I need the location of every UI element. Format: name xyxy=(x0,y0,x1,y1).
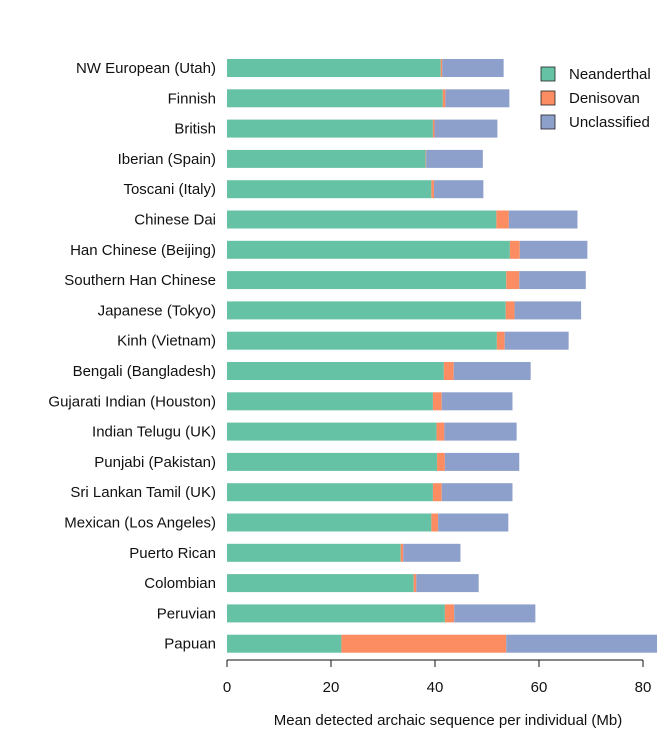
bar-neanderthal-6 xyxy=(227,240,510,259)
bar-denisovan-6 xyxy=(509,240,520,259)
category-label: Papuan xyxy=(164,636,216,653)
category-label: NW European (Utah) xyxy=(76,60,216,77)
bar-denisovan-13 xyxy=(437,452,445,471)
legend: Neanderthal Denisovan Unclassified xyxy=(540,66,651,131)
bar-neanderthal-11 xyxy=(227,392,433,411)
bar-unclassified-18 xyxy=(454,604,536,623)
bar-unclassified-8 xyxy=(514,301,582,320)
x-axis-label: Mean detected archaic sequence per indiv… xyxy=(274,712,623,729)
category-label: British xyxy=(174,121,216,138)
bar-denisovan-5 xyxy=(496,210,509,229)
bar-neanderthal-16 xyxy=(227,543,401,562)
x-tick-label: 0 xyxy=(223,679,231,696)
bar-unclassified-14 xyxy=(441,483,513,502)
bar-denisovan-16 xyxy=(400,543,404,562)
bar-neanderthal-3 xyxy=(227,149,426,168)
bar-neanderthal-9 xyxy=(227,331,497,350)
bar-unclassified-0 xyxy=(442,59,504,77)
bar-denisovan-17 xyxy=(413,574,417,593)
category-label: Toscani (Italy) xyxy=(123,181,216,198)
x-tick-label: 20 xyxy=(323,679,340,696)
bar-neanderthal-4 xyxy=(227,180,432,199)
category-label: Finnish xyxy=(168,90,216,107)
bar-unclassified-17 xyxy=(416,574,479,593)
bar-neanderthal-17 xyxy=(227,574,414,593)
bar-denisovan-12 xyxy=(436,422,445,441)
bar-unclassified-7 xyxy=(519,271,586,290)
bar-denisovan-0 xyxy=(440,59,443,77)
bar-segments xyxy=(227,59,658,653)
bar-neanderthal-1 xyxy=(227,89,443,108)
bar-neanderthal-19 xyxy=(227,634,342,653)
bar-denisovan-4 xyxy=(431,180,434,199)
legend-swatch-denisovan xyxy=(540,90,556,106)
category-label: Punjabi (Pakistan) xyxy=(94,454,216,471)
bar-neanderthal-13 xyxy=(227,452,438,471)
bar-neanderthal-5 xyxy=(227,210,497,229)
category-label: Mexican (Los Angeles) xyxy=(64,515,216,532)
bar-denisovan-10 xyxy=(443,362,454,380)
x-axis: 0 20 40 60 80 xyxy=(223,659,652,696)
category-label: Gujarati Indian (Houston) xyxy=(48,393,216,410)
category-label: Sri Lankan Tamil (UK) xyxy=(70,484,216,501)
bar-neanderthal-14 xyxy=(227,483,433,502)
bar-denisovan-15 xyxy=(431,513,439,532)
bar-denisovan-7 xyxy=(506,271,520,290)
x-tick-label: 60 xyxy=(531,679,548,696)
category-labels: NW European (Utah) Finnish British Iberian … xyxy=(48,60,216,653)
bar-neanderthal-7 xyxy=(227,271,507,290)
bar-denisovan-14 xyxy=(432,483,442,502)
x-tick-label: 80 xyxy=(635,679,652,696)
bar-denisovan-11 xyxy=(432,392,442,411)
bar-unclassified-13 xyxy=(444,452,520,471)
bar-unclassified-3 xyxy=(426,149,483,168)
category-label: Kinh (Vietnam) xyxy=(117,333,216,350)
bar-unclassified-15 xyxy=(438,513,509,532)
bar-denisovan-2 xyxy=(432,119,435,138)
category-label: Bengali (Bangladesh) xyxy=(73,363,216,380)
bar-denisovan-19 xyxy=(341,634,507,653)
bar-neanderthal-12 xyxy=(227,422,437,441)
bar-neanderthal-10 xyxy=(227,362,444,380)
bar-neanderthal-15 xyxy=(227,513,432,532)
category-label: Southern Han Chinese xyxy=(64,272,216,289)
bar-unclassified-16 xyxy=(403,543,461,562)
legend-label-unclassified: Unclassified xyxy=(569,114,650,131)
legend-label-neanderthal: Neanderthal xyxy=(569,66,651,83)
bar-denisovan-1 xyxy=(442,89,446,108)
legend-swatch-unclassified xyxy=(540,114,556,130)
bar-neanderthal-18 xyxy=(227,604,445,623)
bar-unclassified-12 xyxy=(444,422,517,441)
bar-denisovan-3 xyxy=(425,149,427,168)
bar-neanderthal-2 xyxy=(227,119,433,138)
category-label: Han Chinese (Beijing) xyxy=(70,242,216,259)
bar-denisovan-18 xyxy=(444,604,455,623)
x-tick-label: 40 xyxy=(427,679,444,696)
category-label: Chinese Dai xyxy=(134,212,216,229)
bar-unclassified-19 xyxy=(506,634,658,653)
category-label: Colombian xyxy=(144,575,216,592)
bar-neanderthal-8 xyxy=(227,301,506,320)
bar-unclassified-1 xyxy=(445,89,510,108)
legend-label-denisovan: Denisovan xyxy=(569,90,640,107)
bar-unclassified-10 xyxy=(453,362,531,380)
category-label: Iberian (Spain) xyxy=(118,151,216,168)
bar-unclassified-5 xyxy=(508,210,578,229)
category-label: Indian Telugu (UK) xyxy=(92,424,216,441)
bar-denisovan-8 xyxy=(505,301,515,320)
legend-swatch-neanderthal xyxy=(540,66,556,82)
bar-neanderthal-0 xyxy=(227,59,441,77)
bar-unclassified-9 xyxy=(504,331,569,350)
bar-unclassified-6 xyxy=(519,240,588,259)
category-label: Japanese (Tokyo) xyxy=(98,302,216,319)
category-label: Peruvian xyxy=(157,605,216,622)
bar-unclassified-2 xyxy=(434,119,498,138)
bar-denisovan-9 xyxy=(496,331,505,350)
bar-unclassified-4 xyxy=(433,180,484,199)
category-label: Puerto Rican xyxy=(129,545,216,562)
bar-unclassified-11 xyxy=(441,392,513,411)
